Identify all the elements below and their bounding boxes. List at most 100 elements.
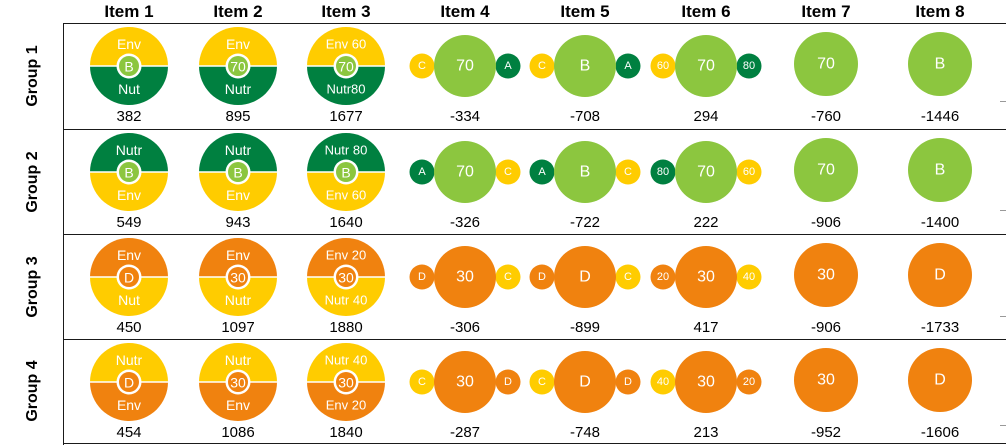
left-side-badge	[650, 53, 676, 79]
grid-line	[63, 23, 64, 445]
score-value: -1733	[920, 319, 960, 336]
symbol-cell: B Env Nut	[90, 27, 168, 105]
grid-line	[63, 339, 1006, 340]
main-circle-label: 70	[456, 164, 474, 181]
main-circle-label: B	[935, 162, 946, 179]
score-value: 895	[225, 108, 251, 125]
symbol-cell: 80 60 70	[650, 141, 762, 203]
symbol-cell: D	[908, 243, 972, 307]
right-side-badge-label: C	[624, 166, 632, 178]
column-header: Item 8	[915, 2, 965, 21]
right-side-badge-label: 80	[743, 60, 755, 72]
top-half-label: Env	[226, 36, 250, 52]
right-side-badge	[615, 369, 641, 395]
left-side-badge-label: A	[538, 166, 546, 178]
center-badge-label: D	[124, 270, 134, 286]
right-side-badge-label: C	[504, 271, 512, 283]
center-badge-label: 30	[230, 270, 246, 286]
bottom-half-label: Nut	[118, 292, 140, 308]
top-half-label: Env 60	[326, 37, 366, 52]
score-value: 450	[116, 319, 142, 336]
left-side-badge-label: 80	[657, 166, 669, 178]
center-badge	[228, 267, 248, 287]
score-value: 454	[116, 424, 142, 441]
right-side-badge-label: 40	[743, 271, 755, 283]
main-circle-label: D	[579, 374, 591, 391]
grid-line	[63, 129, 1006, 130]
symbol-cell: 30 Nutr 40 Env 20	[307, 343, 385, 421]
edge-tick	[1000, 210, 1006, 211]
left-side-badge	[529, 53, 555, 79]
left-side-badge-label: 40	[657, 376, 669, 388]
center-badge-label: 70	[338, 59, 354, 75]
column-header: Item 7	[801, 2, 851, 21]
center-badge-label: B	[124, 165, 133, 181]
score-value: -306	[449, 319, 481, 336]
main-circle-label: D	[934, 267, 946, 284]
top-half-label: Nutr 40	[325, 353, 368, 368]
left-side-badge	[409, 264, 435, 290]
center-badge	[336, 162, 356, 182]
left-side-badge	[529, 159, 555, 185]
symbol-cell: B	[908, 32, 972, 96]
center-badge	[119, 162, 139, 182]
bottom-half-segment	[199, 172, 277, 211]
center-badge	[228, 162, 248, 182]
symbol-cell: D	[908, 348, 972, 412]
main-circle	[794, 138, 858, 202]
symbol-cell: 30	[794, 243, 858, 307]
main-circle	[554, 141, 616, 203]
center-badge	[336, 56, 356, 76]
left-side-badge-label: C	[418, 60, 426, 72]
row-header: Group 3	[24, 256, 41, 318]
main-circle	[794, 348, 858, 412]
center-badge	[228, 56, 248, 76]
main-circle	[908, 243, 972, 307]
edge-tick	[1000, 316, 1006, 317]
main-circle-label: 30	[817, 267, 835, 284]
main-circle	[675, 246, 737, 308]
symbol-cell: 30	[794, 348, 858, 412]
main-circle	[554, 35, 616, 97]
bottom-half-label: Nut	[118, 81, 140, 97]
center-badge	[336, 372, 356, 392]
center-badge	[119, 372, 139, 392]
main-circle-label: D	[579, 269, 591, 286]
symbol-cell: 70 Env Nutr	[199, 27, 277, 105]
left-side-badge	[409, 53, 435, 79]
column-header: Item 4	[440, 2, 490, 21]
score-value: 294	[693, 108, 719, 125]
column-header: Item 6	[681, 2, 731, 21]
column-header: Item 1	[104, 2, 154, 21]
main-circle	[908, 138, 972, 202]
bottom-half-label: Env 60	[326, 188, 366, 203]
bottom-half-label: Nutr80	[326, 82, 365, 97]
left-side-badge	[650, 264, 676, 290]
center-badge-label: 70	[230, 59, 246, 75]
score-value: -287	[449, 424, 481, 441]
edge-tick	[1000, 101, 1006, 102]
score-value: -899	[569, 319, 601, 336]
row-header: Group 4	[24, 360, 41, 422]
top-half-label: Nutr	[225, 352, 252, 368]
left-side-badge-label: D	[418, 271, 426, 283]
top-half-segment	[307, 133, 385, 172]
top-half-segment	[199, 343, 277, 382]
grid-line	[63, 443, 1006, 444]
symbol-cell: 30 Env 20 Nutr 40	[307, 238, 385, 316]
right-side-badge-label: A	[504, 60, 512, 72]
bottom-half-label: Env 20	[326, 398, 366, 413]
symbol-cell: D Nutr Env	[90, 343, 168, 421]
left-side-badge	[650, 369, 676, 395]
center-badge	[119, 56, 139, 76]
score-value: 943	[225, 214, 251, 231]
main-circle-label: 30	[456, 269, 474, 286]
center-badge-label: B	[233, 165, 242, 181]
center-badge-label: B	[341, 165, 350, 181]
right-side-badge	[495, 159, 521, 185]
symbol-cell: 70 Env 60 Nutr80	[307, 27, 385, 105]
bottom-half-label: Env	[117, 187, 141, 203]
right-side-badge	[736, 159, 762, 185]
bottom-half-label: Nutr 40	[325, 293, 368, 308]
bottom-half-segment	[90, 277, 168, 316]
